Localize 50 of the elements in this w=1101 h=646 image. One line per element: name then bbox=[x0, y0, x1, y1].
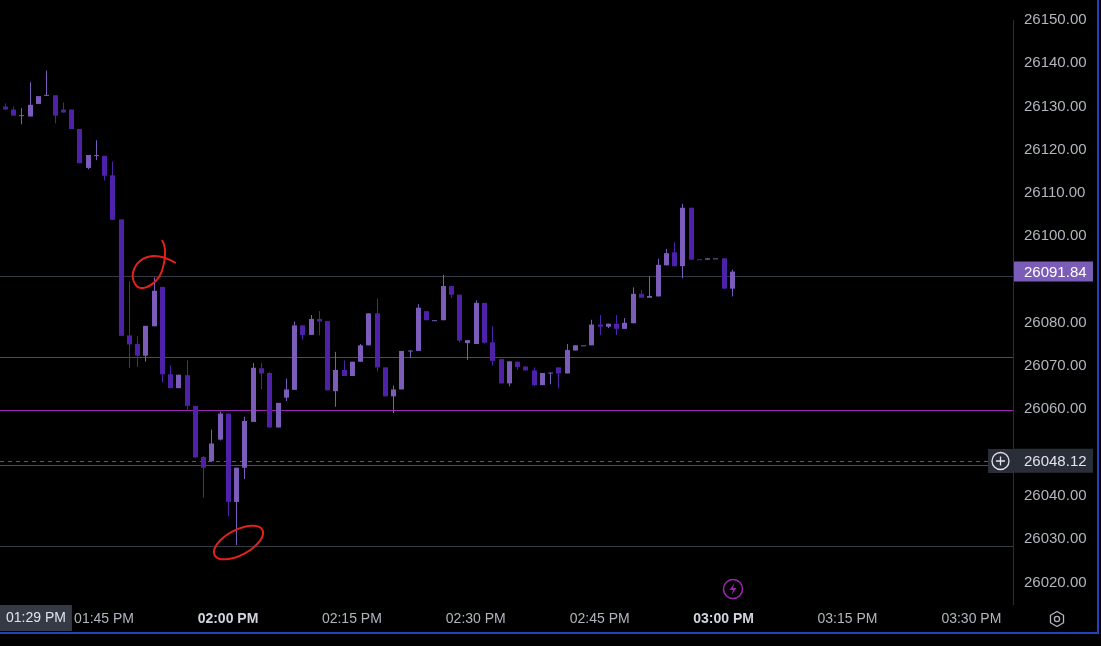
candlestick bbox=[309, 314, 314, 336]
candlestick bbox=[556, 366, 561, 389]
candlestick bbox=[507, 360, 512, 387]
y-tick-label: 26100.00 bbox=[1024, 226, 1087, 244]
candlestick bbox=[614, 314, 619, 336]
candlestick bbox=[201, 455, 206, 499]
y-tick-label: 26020.00 bbox=[1024, 572, 1087, 590]
candlestick bbox=[44, 70, 49, 97]
text: 01:29 PM bbox=[6, 608, 66, 625]
x-tick-label: 02:00 PM bbox=[197, 610, 259, 627]
candlestick bbox=[127, 280, 132, 369]
candlestick bbox=[135, 335, 140, 368]
candlestick bbox=[317, 310, 322, 336]
candlestick bbox=[730, 269, 735, 297]
x-tick-label: 03:15 PM bbox=[817, 610, 878, 627]
candlestick bbox=[532, 366, 537, 387]
x-tick-label: 03:00 PM bbox=[693, 610, 754, 627]
candlestick bbox=[209, 429, 214, 462]
y-tick-label: 26060.00 bbox=[1024, 399, 1087, 417]
candlestick bbox=[465, 339, 470, 361]
y-tick-label: 26110.00 bbox=[1024, 183, 1086, 201]
y-tick-label: 26120.00 bbox=[1024, 139, 1087, 157]
candlestick bbox=[259, 362, 264, 390]
candlestick bbox=[598, 314, 603, 336]
y-tick-label: 26080.00 bbox=[1024, 312, 1087, 330]
candlestick bbox=[53, 94, 58, 124]
candlestick bbox=[333, 351, 338, 408]
candlestick bbox=[284, 378, 289, 402]
x-tick-label: 03:30 PM bbox=[941, 610, 1002, 627]
x-tick-label: 01:45 PM bbox=[74, 610, 135, 627]
text: 26091.84 bbox=[1024, 262, 1087, 280]
candlestick bbox=[647, 275, 652, 299]
y-tick-label: 26030.00 bbox=[1024, 529, 1087, 547]
ref-line-label: 26048.12 bbox=[1024, 451, 1087, 469]
y-tick-label: 26140.00 bbox=[1024, 53, 1087, 71]
candlestick bbox=[391, 385, 396, 414]
candlestick bbox=[589, 319, 594, 346]
candlestick bbox=[28, 81, 33, 117]
candlestick bbox=[94, 139, 99, 161]
y-tick-label: 26150.00 bbox=[1024, 10, 1087, 28]
candlestick bbox=[19, 107, 24, 125]
candlestick bbox=[565, 343, 570, 374]
candlestick bbox=[490, 325, 495, 367]
x-tick-label: 02:45 PM bbox=[569, 610, 630, 627]
x-tick-label: 02:15 PM bbox=[321, 610, 382, 627]
y-tick-label: 26040.00 bbox=[1024, 485, 1087, 503]
x-tick-label: 02:30 PM bbox=[445, 610, 506, 627]
candlestick bbox=[102, 155, 107, 181]
y-tick-label: 26070.00 bbox=[1024, 356, 1087, 374]
y-tick-label: 26130.00 bbox=[1024, 96, 1087, 114]
